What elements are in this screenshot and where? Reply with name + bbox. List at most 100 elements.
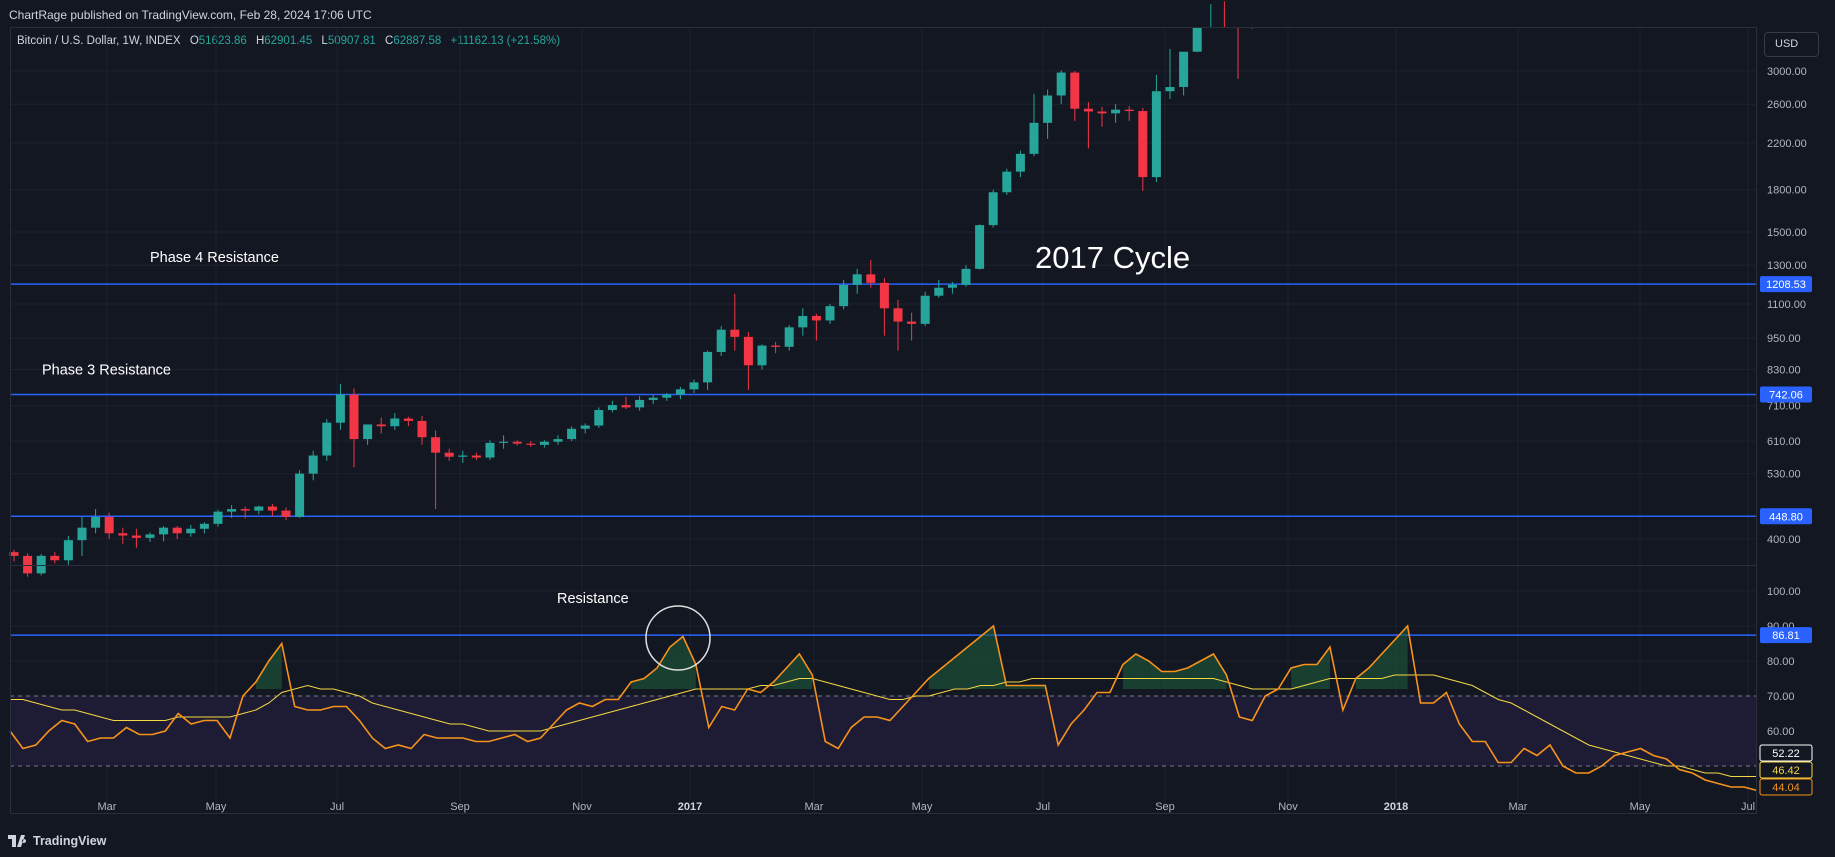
rsi-overbought-fill [1213, 654, 1227, 689]
candle-body [975, 225, 985, 269]
rsi-overbought-fill [657, 647, 670, 689]
candle-body [1043, 95, 1053, 123]
candle-body [417, 420, 427, 438]
candle-body [349, 394, 359, 440]
tradingview-brand[interactable]: TradingView [33, 834, 107, 848]
rsi-overbought-fill [631, 678, 645, 689]
candle-body [1056, 72, 1066, 96]
candle-body [730, 329, 740, 337]
candle-body [594, 410, 604, 426]
candle-body [458, 455, 468, 457]
publisher-bar: ChartRage published on TradingView.com, … [0, 0, 1835, 27]
candle-body [172, 527, 182, 534]
candle-body [1002, 171, 1012, 193]
price-marker-label: 742.06 [1769, 389, 1803, 401]
rsi-lines [9, 624, 1758, 792]
candle-body [199, 523, 209, 529]
candle-body [784, 327, 794, 347]
candle-body [145, 534, 155, 538]
rsi-overbought-fill [928, 668, 942, 689]
rsi-overbought-fill [786, 654, 800, 689]
candle-body [607, 405, 617, 411]
rsi-band [10, 695, 1757, 767]
highlight-circle [645, 605, 711, 671]
candle-body [907, 321, 917, 324]
rsi-overbought-fill [1135, 654, 1149, 689]
rsi-overbought-fill [669, 636, 683, 689]
candle-body [893, 308, 903, 322]
rsi-overbought-fill [1381, 640, 1395, 689]
candle-body [1151, 91, 1161, 178]
price-tick-label: 2600.00 [1767, 99, 1807, 111]
candle-body [1219, 27, 1229, 28]
price-tick-label: 1800.00 [1767, 185, 1807, 197]
rsi-overbought-fill [1032, 685, 1046, 689]
symbol-legend: Bitcoin / U.S. Dollar, 1W, INDEX O51623.… [17, 35, 560, 47]
rsi-band-fill [10, 696, 1757, 766]
candle-body [118, 533, 128, 536]
rsi-overbought-fill [1019, 685, 1033, 689]
footer: TradingView [0, 826, 1835, 857]
candle-body [104, 516, 114, 534]
candle-body [757, 345, 767, 366]
price-marker [1760, 386, 1812, 403]
rsi-line [9, 624, 1758, 792]
rsi-overbought-fill [1161, 671, 1175, 689]
high-label: H [255, 35, 265, 47]
candle-body [743, 336, 753, 366]
candle-body [1233, 27, 1243, 28]
close-label: C [385, 35, 394, 47]
candle-body [988, 192, 998, 226]
open-label: O [189, 35, 199, 47]
symbol-title[interactable]: Bitcoin / U.S. Dollar, 1W, INDEX [17, 35, 181, 47]
candle-body [63, 540, 73, 561]
rsi-overbought-fill [1368, 654, 1382, 689]
annotations: Phase 4 Resistance Phase 3 Resistance 2017… [42, 240, 1190, 671]
high-value: 62901.45 [264, 35, 313, 47]
candle-body [1070, 72, 1080, 109]
rsi-resistance-label: Resistance [557, 591, 629, 607]
time-tick-label: Jul [1741, 801, 1755, 813]
rsi-last-marker [1759, 744, 1813, 762]
candle-body [267, 506, 277, 511]
price-tick-label: 2200.00 [1767, 138, 1807, 150]
candle-body [825, 306, 835, 321]
candle-body [159, 527, 169, 535]
price-tick-label: 3000.00 [1767, 66, 1807, 78]
time-tick-label: Sep [450, 801, 470, 813]
candle-body [295, 473, 305, 517]
candle-body [77, 527, 87, 541]
rsi-overbought-fill [268, 643, 282, 689]
price-marker [1760, 276, 1812, 293]
time-tick-label: Mar [1509, 801, 1528, 813]
pane-divider[interactable] [10, 565, 1757, 566]
candle-body [485, 442, 495, 458]
rsi-tick-label: 100.00 [1767, 586, 1801, 598]
candle-body [431, 437, 441, 453]
price-axis: 400.00 530.00 610.00 710.00 830.00 950.00 1100… [1759, 66, 1813, 796]
price-tick-label: 830.00 [1767, 364, 1801, 376]
rsi-overbought-fill [1394, 626, 1408, 689]
candle-body [363, 424, 373, 440]
time-tick-label: Sep [1155, 801, 1175, 813]
time-tick-label: May [206, 801, 227, 813]
time-tick-label: Mar [805, 801, 824, 813]
low-value: 50907.81 [327, 35, 376, 47]
rsi-last-value: 52.22 [1772, 748, 1800, 760]
currency-button[interactable]: USD [1764, 32, 1819, 57]
candle-body [553, 439, 563, 442]
candle-body [9, 552, 19, 556]
candle-body [499, 441, 509, 443]
rsi-overbought-fill [1148, 661, 1162, 689]
candle-body [879, 282, 889, 309]
candle-body [852, 274, 862, 285]
candle-body [635, 399, 645, 408]
candle-body [934, 287, 944, 296]
rsi-overbought-fill [941, 657, 955, 689]
rsi-last-marker [1759, 778, 1813, 796]
rsi-marker [1760, 627, 1812, 644]
rsi-last-value: 46.42 [1772, 765, 1800, 777]
price-marker-label: 448.80 [1769, 511, 1803, 523]
candle-body [839, 284, 849, 307]
